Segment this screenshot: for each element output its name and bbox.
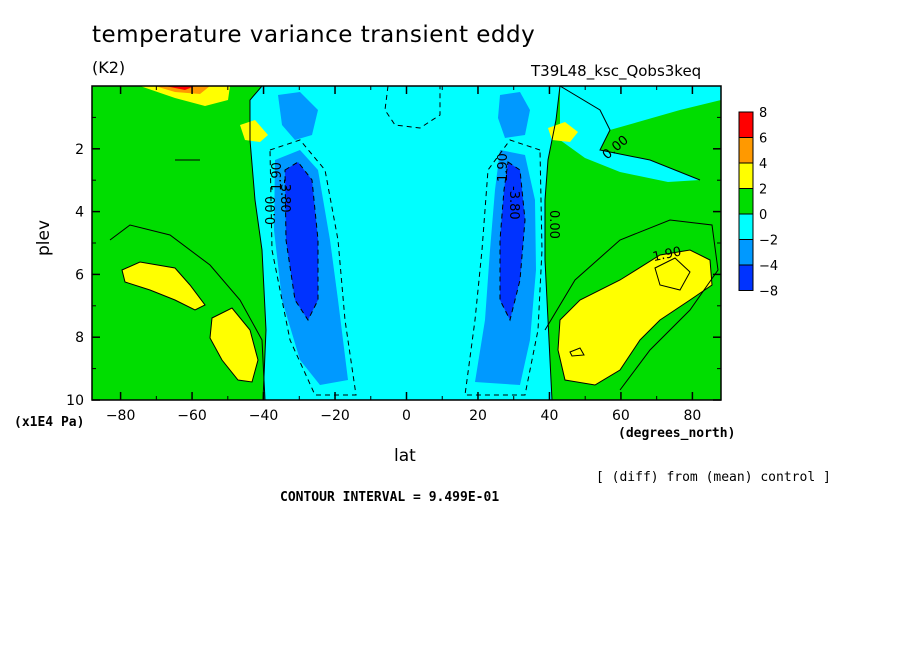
- x-tick-label: −60: [177, 408, 207, 424]
- colorbar-swatch: [738, 137, 754, 164]
- units-label: (K2): [92, 58, 126, 77]
- x-axis-label: lat: [394, 446, 416, 466]
- contour-label: -3.80: [506, 186, 521, 220]
- region-blue-right-top: [498, 92, 530, 138]
- region-deepblue-left: [285, 162, 318, 320]
- x-tick-label: −80: [106, 408, 136, 424]
- x-tick-label: 60: [612, 408, 630, 424]
- contour-line: [269, 139, 357, 396]
- x-axis: −80 −60 −40 −20 0 20 40 60 80: [106, 86, 701, 424]
- colorbar-swatch: [738, 264, 754, 291]
- colorbar-swatch: [738, 162, 754, 189]
- x-tick-label: 20: [469, 408, 487, 424]
- region-red-top-left: [165, 86, 195, 90]
- colorbar-swatch: [738, 111, 754, 138]
- colorbar-swatch: [738, 213, 754, 240]
- contour-line: [544, 219, 719, 391]
- colorbar-label: 6: [759, 132, 767, 147]
- colorbar-label: 4: [759, 157, 767, 172]
- contour-line: [557, 249, 713, 386]
- contour-field: [92, 86, 721, 400]
- contour-line: [284, 161, 319, 322]
- y-tick-label: 10: [66, 393, 84, 409]
- colorbar-label: 0: [759, 208, 767, 223]
- contour-interval: CONTOUR INTERVAL = 9.499E-01: [280, 490, 500, 505]
- y-axis-label: plev: [34, 219, 55, 257]
- colorbar: 8 6 4 2 0 −2 −4 −8: [738, 106, 778, 300]
- region-deepblue-right: [500, 162, 525, 320]
- contour-line: [654, 257, 691, 291]
- contour-label: -3.80: [277, 179, 292, 213]
- contour-line: [569, 347, 585, 357]
- contour-labels: 0.00 1.90 -3.80 1.90 -3.80 0.00 0.00 1.9…: [264, 133, 683, 265]
- contour-lines: [109, 86, 719, 400]
- region-yellow-left-3: [240, 120, 268, 142]
- x-tick-label: 80: [683, 408, 701, 424]
- x-axis-units: (degrees_north): [618, 426, 736, 441]
- contour-label: 1.90: [270, 162, 285, 191]
- contour-label: 1.90: [496, 153, 511, 182]
- colorbar-swatch: [738, 188, 754, 215]
- contour-line: [559, 86, 701, 181]
- colorbar-label: −4: [759, 259, 778, 274]
- colorbar-swatch: [738, 239, 754, 266]
- region-yellow-right-2: [548, 122, 578, 142]
- contour-line: [384, 86, 441, 129]
- contour-line: [499, 161, 526, 322]
- contour-line: [544, 86, 561, 400]
- x-tick-label: 40: [541, 408, 559, 424]
- y-tick-label: 2: [75, 142, 84, 158]
- region-yellow-left-2: [210, 308, 258, 382]
- colorbar-label: 2: [759, 183, 767, 198]
- contour-line: [109, 224, 266, 400]
- colorbar-label: −2: [759, 234, 778, 249]
- run-label: T39L48_ksc_Qobs3keq: [531, 62, 702, 80]
- y-tick-label: 8: [75, 330, 84, 346]
- colorbar-label: −8: [759, 285, 778, 300]
- contour-label: 0.00: [546, 210, 561, 239]
- x-tick-label: −40: [249, 408, 279, 424]
- chart-title: temperature variance transient eddy: [92, 22, 536, 48]
- region-yellow-left-1: [122, 262, 205, 310]
- diff-note: [ (diff) from (mean) control ]: [596, 470, 831, 485]
- y-axis: 2 4 6 8 10: [66, 116, 721, 409]
- colorbar-label: 8: [759, 106, 767, 121]
- region-yellow-right-1: [558, 250, 712, 385]
- contour-line: [209, 307, 259, 383]
- contour-label: 1.90: [651, 244, 682, 265]
- y-tick-label: 4: [75, 205, 84, 221]
- contour-line: [121, 261, 206, 311]
- region-yellow-top-left: [140, 86, 230, 106]
- contour-line: [249, 86, 267, 400]
- region-orange-top-left: [155, 86, 210, 94]
- contour-line: [464, 139, 543, 396]
- x-tick-label: −20: [320, 408, 350, 424]
- contour-label: 0.00: [264, 196, 279, 225]
- y-tick-label: 6: [75, 267, 84, 283]
- region-blue-left-top: [278, 92, 318, 140]
- x-tick-label: 0: [402, 408, 411, 424]
- y-axis-units: (x1E4 Pa): [14, 415, 85, 430]
